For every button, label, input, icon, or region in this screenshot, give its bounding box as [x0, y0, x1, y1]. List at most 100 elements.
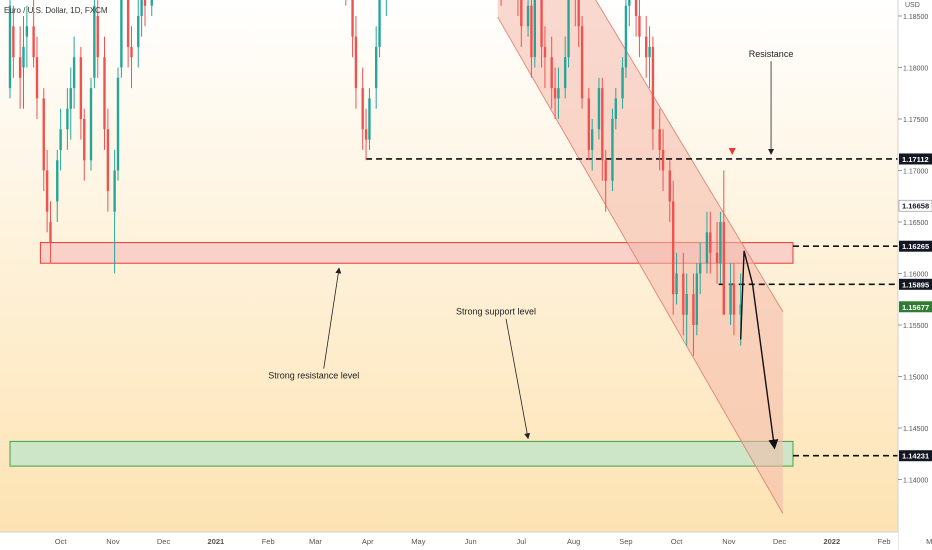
candle-body [698, 263, 702, 274]
time-tick-label: Jun [465, 537, 477, 546]
annotation-text: Strong resistance level [268, 371, 359, 381]
candles-layer [8, 0, 742, 356]
candle-body [692, 294, 695, 325]
candle-body [658, 129, 661, 150]
time-tick-label: Oct [55, 537, 68, 546]
candle-body [668, 170, 672, 202]
candle-body [597, 88, 601, 130]
candle-body [621, 67, 624, 99]
candle-body [79, 57, 83, 119]
time-axis-panel[interactable] [0, 532, 898, 550]
candle-body [634, 0, 638, 16]
price-tick-label: 1.14500 [903, 426, 928, 433]
candle-body [719, 222, 722, 264]
candle-body [83, 119, 86, 161]
price-label-box [899, 240, 932, 252]
candle-body [22, 46, 25, 68]
candle-body [364, 129, 368, 140]
candle-body [56, 160, 59, 202]
candle-body [705, 232, 709, 264]
price-tick-label: 1.14000 [903, 478, 928, 485]
price-label-text: 1.15895 [902, 280, 929, 289]
annotations-layer: False breakoutStrong resistance levelRes… [268, 49, 794, 440]
candle-body [648, 46, 651, 58]
price-label-box [898, 199, 932, 212]
price-axis: 1.14000 1.14500 1.15000 1.15500 1.16000 1.165… [898, 14, 928, 485]
candle-body [140, 0, 143, 17]
time-tick-label: Jul [517, 537, 527, 546]
candle-body [729, 283, 732, 315]
candle-body [49, 222, 52, 243]
price-tick-label: 1.15000 [903, 375, 928, 382]
time-tick-label: 2022 [823, 537, 840, 546]
candle-body [526, 5, 530, 27]
time-tick-label: Aug [567, 537, 580, 546]
candle-body [540, 0, 543, 47]
candle-body [563, 57, 567, 89]
candle-body [580, 26, 584, 99]
candle-body [96, 16, 99, 58]
zones-layer [9, 242, 794, 467]
candle-body [378, 0, 381, 47]
time-tick-label: Nov [106, 537, 120, 546]
candle-body [601, 88, 604, 161]
candle-body [675, 273, 678, 295]
candle-body [604, 160, 607, 181]
candle-body [113, 170, 116, 212]
candle-body [137, 16, 140, 47]
projection-layer [739, 250, 779, 450]
candle-body [577, 0, 580, 27]
time-tick-label: Dec [157, 537, 171, 546]
candle-body [715, 252, 719, 264]
price-label-text: 1.15677 [902, 303, 929, 312]
candle-body [557, 88, 560, 99]
price-label-text: 1.16265 [902, 242, 929, 251]
candle-body [351, 0, 354, 37]
candle-body [12, 26, 15, 58]
time-axis: Oct Nov Dec 2021 Feb Mar Apr May Jun Jul Aug Sep Oct… [55, 537, 932, 546]
time-tick-label: Apr [362, 537, 374, 546]
candle-body [18, 57, 22, 78]
time-tick-label: Oct [671, 537, 684, 546]
currency-label: USD [905, 2, 920, 9]
time-tick-label: Sep [619, 537, 632, 546]
candle-body [354, 36, 358, 89]
candle-body [520, 0, 523, 27]
candle-body [120, 0, 123, 68]
price-label-box [899, 153, 932, 165]
resistance-zone [39, 242, 794, 264]
candle-body [671, 201, 675, 295]
candle-body [42, 98, 45, 171]
time-tick-label: Ma [926, 537, 932, 546]
candle-body [106, 129, 110, 192]
candle-body [644, 36, 648, 58]
price-tick-label: 1.16500 [903, 220, 928, 227]
price-label-box [899, 278, 932, 290]
candle-body [543, 46, 547, 58]
symbol-title: Euro / U.S. Dollar, 1D, FXCM [4, 6, 108, 15]
candle-body [530, 5, 533, 58]
candle-body [739, 304, 742, 315]
annotation-text: Resistance [749, 49, 794, 59]
candle-body [143, 0, 147, 6]
candle-body [709, 232, 712, 253]
support-zone [9, 440, 794, 467]
candle-body [638, 16, 641, 37]
candle-body [553, 88, 557, 99]
candle-body [35, 57, 39, 99]
candle-body [614, 98, 618, 119]
candle-body [651, 46, 655, 130]
price-tick-label: 1.16000 [903, 272, 928, 279]
candle-body [130, 46, 133, 58]
price-label-text: 1.16658 [902, 202, 929, 211]
price-tick-label: 1.17500 [903, 117, 928, 124]
candle-body [567, 0, 570, 58]
candle-body [89, 88, 93, 161]
candle-body [126, 0, 130, 47]
candle-body [682, 273, 685, 315]
time-tick-label: May [411, 537, 425, 546]
candle-body [374, 46, 378, 89]
